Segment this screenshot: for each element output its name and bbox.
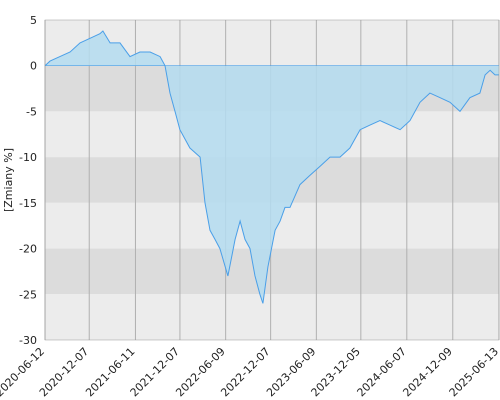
- y-tick-label: -10: [19, 151, 37, 164]
- line: [44, 30, 499, 304]
- y-tick-label: -15: [19, 197, 37, 210]
- y-axis-label: [Zmiany %]: [2, 148, 15, 212]
- y-tick-label: -25: [19, 288, 37, 301]
- y-tick-label: 0: [30, 60, 37, 73]
- band: [45, 248, 499, 295]
- area: [45, 31, 499, 304]
- y-tick-label: -30: [19, 334, 37, 347]
- y-tick-label: -20: [19, 243, 37, 256]
- plot-frame: [44, 19, 500, 341]
- x-tick-label: 2025-06-13: [447, 345, 500, 399]
- band: [45, 294, 499, 340]
- y-tick-label: 5: [30, 14, 37, 27]
- y-tick-label: -5: [26, 105, 37, 118]
